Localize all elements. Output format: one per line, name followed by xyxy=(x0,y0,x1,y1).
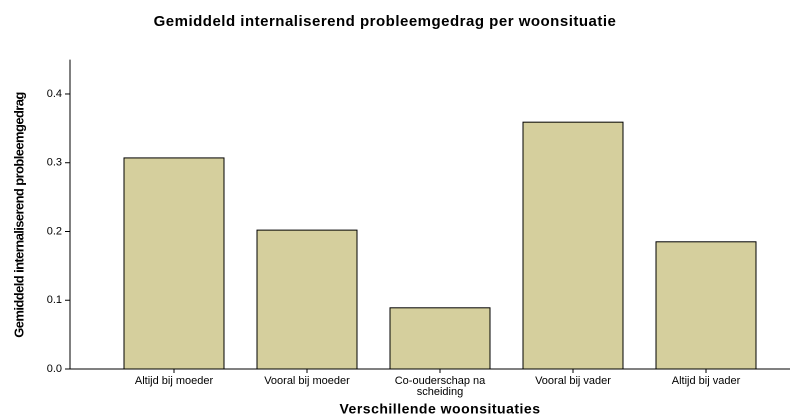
x-tick-label: Vooral bij moeder xyxy=(264,375,350,387)
x-axis-title: Verschillende woonsituaties xyxy=(339,401,540,417)
y-tick-label: 0.4 xyxy=(47,88,62,100)
y-tick-label: 0.3 xyxy=(47,157,62,169)
y-tick-label: 0.0 xyxy=(47,363,62,375)
bar xyxy=(389,307,491,370)
x-tick-label: Altijd bij moeder xyxy=(134,375,214,387)
x-tick-label: Co-ouderschap na scheiding xyxy=(394,375,486,398)
bar xyxy=(256,229,358,370)
bar xyxy=(655,241,757,370)
y-tick-label: 0.1 xyxy=(47,294,62,306)
bar xyxy=(123,157,225,370)
x-tick-label: Altijd bij vader xyxy=(671,375,741,387)
y-tick-label: 0.2 xyxy=(47,225,62,237)
x-tick-label: Vooral bij vader xyxy=(535,375,611,387)
chart-title: Gemiddeld internaliserend probleemgedrag… xyxy=(154,13,617,30)
bar xyxy=(522,121,624,370)
y-axis-title: Gemiddeld internaliserend probleemgedrag xyxy=(11,92,26,338)
